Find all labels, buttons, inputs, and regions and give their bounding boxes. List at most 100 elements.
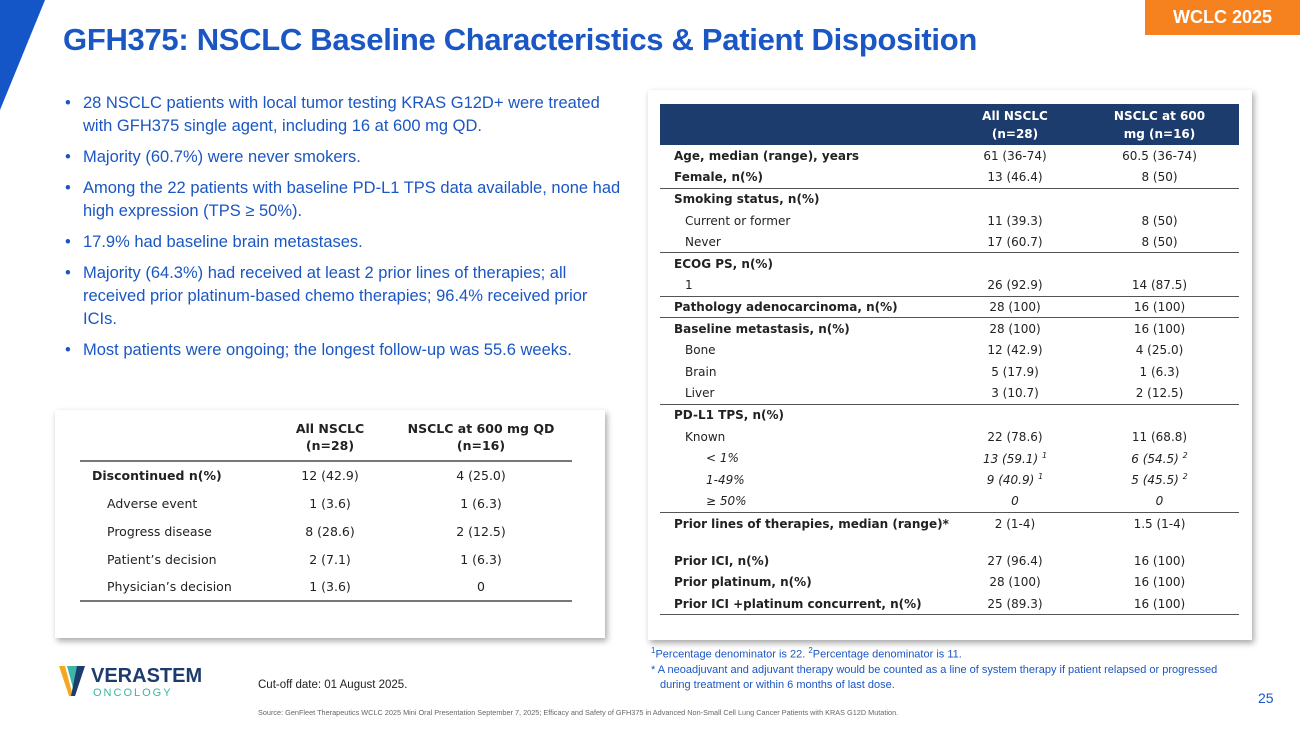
row-label: Adverse event	[107, 495, 198, 511]
accent-slash	[0, 0, 45, 110]
table-row: Baseline metastasis, n(%) 28 (100) 16 (100…	[660, 317, 1239, 340]
cell-all: 22 (78.6)	[950, 426, 1080, 448]
cell-all: 28 (100)	[950, 295, 1080, 318]
cell-value: 16 (100)	[1133, 553, 1186, 568]
table-row: Bone 12 (42.9) 4 (25.0)	[660, 339, 1239, 361]
verastem-logo: VERASTEM ONCOLOGY	[57, 660, 217, 702]
cell-all: 27 (96.4)	[950, 550, 1080, 572]
cell-600: 2 (12.5)	[456, 523, 506, 539]
cell-value: 16 (100)	[1133, 321, 1186, 336]
cell-600: 16 (100)	[1080, 593, 1239, 616]
cell-600	[1080, 252, 1239, 275]
row-label: Pathology adenocarcinoma, n(%)	[660, 295, 950, 318]
table-row: Prior ICI +platinum concurrent, n(%) 25 (…	[660, 593, 1239, 616]
cell-value: 61 (36-74)	[983, 148, 1047, 163]
table-row: Prior lines of therapies, median (range)…	[660, 511, 1239, 551]
cell-all: 28 (100)	[950, 317, 1080, 340]
row-label: Prior ICI, n(%)	[674, 553, 770, 568]
table-row: Never 17 (60.7) 8 (50)	[660, 231, 1239, 253]
cell-value: 9 (40.9)	[986, 473, 1035, 488]
superscript: 2	[1182, 450, 1188, 460]
table-row: PD-L1 TPS, n(%)	[660, 403, 1239, 426]
table-row: Brain 5 (17.9) 1 (6.3)	[660, 361, 1239, 383]
row-label: Liver	[685, 386, 715, 401]
cell-600: 16 (100)	[1080, 572, 1239, 594]
table-row: Current or former 11 (39.3) 8 (50)	[660, 210, 1239, 232]
cell-all: 0	[950, 491, 1080, 513]
superscript: 1	[1038, 472, 1044, 482]
svg-text:ONCOLOGY: ONCOLOGY	[93, 687, 173, 699]
column-header: All NSCLC (n=28)	[270, 420, 390, 462]
cell-all: 61 (36-74)	[950, 145, 1080, 167]
cutoff-date: Cut-off date: 01 August 2025.	[258, 679, 408, 691]
cell-value: 8 (50)	[1141, 213, 1178, 228]
row-label: < 1%	[706, 451, 739, 466]
cell-all: 12 (42.9)	[301, 468, 359, 483]
page-title: GFH375: NSCLC Baseline Characteristics &…	[63, 22, 977, 57]
cell-600: 4 (25.0)	[456, 468, 506, 483]
cell-all	[950, 403, 1080, 426]
row-label: Age, median (range), years	[674, 148, 860, 163]
table-row: Female, n(%) 13 (46.4) 8 (50)	[660, 167, 1239, 189]
cell-all: 1 (3.6)	[270, 573, 390, 602]
cell-600: 8 (50)	[1080, 167, 1239, 189]
cell-600	[1080, 187, 1239, 210]
column-header: NSCLC at 600 mg QD (n=16)	[390, 420, 572, 462]
cell-600: 16 (100)	[1080, 317, 1239, 340]
row-label: ECOG PS, n(%)	[660, 252, 950, 275]
cell-600: 5 (45.5) 2	[1080, 469, 1239, 491]
footnote-star: * A neoadjuvant and adjuvant therapy wou…	[651, 663, 1218, 676]
cell-value: 11 (68.8)	[1131, 429, 1188, 444]
baseline-table: All NSCLC (n=28) NSCLC at 600 mg (n=16) …	[660, 104, 1239, 616]
table-row: Discontinued n(%) 12 (42.9) 4 (25.0)	[80, 461, 572, 489]
table-row: Liver 3 (10.7) 2 (12.5)	[660, 383, 1239, 405]
cell-600: 60.5 (36-74)	[1080, 145, 1239, 167]
cell-all: 25 (89.3)	[950, 593, 1080, 616]
row-label: Discontinued n(%)	[92, 468, 222, 483]
row-label: Current or former	[685, 213, 791, 228]
table-row: Physician’s decision 1 (3.6) 0	[80, 573, 572, 602]
cell-value: 5 (17.9)	[991, 364, 1039, 379]
table-row: Smoking status, n(%)	[660, 187, 1239, 210]
cell-600: 8 (50)	[1080, 231, 1239, 253]
cell-600: 1 (6.3)	[460, 495, 502, 511]
cell-value: 28 (100)	[989, 321, 1041, 336]
footnote-star-cont: during treatment or within 6 months of l…	[660, 678, 895, 691]
table-row: Known 22 (78.6) 11 (68.8)	[660, 426, 1239, 448]
cell-all: 2 (1-4)	[950, 511, 1080, 551]
cell-600: 0	[1080, 491, 1239, 513]
table-row: Progress disease 8 (28.6) 2 (12.5)	[80, 517, 572, 545]
cell-value: 4 (25.0)	[1135, 343, 1184, 358]
cell-value: 0	[1155, 494, 1164, 509]
conference-badge: WCLC 2025	[1145, 0, 1300, 35]
table-row: Pathology adenocarcinoma, n(%) 28 (100) 16…	[660, 295, 1239, 318]
cell-value: 3 (10.7)	[991, 386, 1039, 401]
table-row: ECOG PS, n(%)	[660, 252, 1239, 275]
bullet-item: Among the 22 patients with baseline PD-L…	[63, 177, 623, 223]
row-label: Known	[685, 429, 726, 444]
cell-value: 22 (78.6)	[987, 429, 1043, 444]
column-header: All NSCLC (n=28)	[950, 104, 1080, 145]
svg-text:VERASTEM: VERASTEM	[91, 665, 202, 687]
table-row: 1 26 (92.9) 14 (87.5)	[660, 275, 1239, 297]
cell-all: 1 (3.6)	[309, 495, 351, 511]
cell-all: 11 (39.3)	[950, 210, 1080, 232]
cell-all: 2 (7.1)	[309, 551, 351, 567]
cell-all: 12 (42.9)	[950, 339, 1080, 361]
row-label: Smoking status, n(%)	[660, 187, 950, 210]
cell-all: 3 (10.7)	[950, 383, 1080, 405]
row-label: Prior lines of therapies, median (range)…	[660, 511, 950, 551]
cell-value: 27 (96.4)	[987, 553, 1043, 568]
cell-value: 2 (12.5)	[1135, 386, 1184, 401]
cell-all: 13 (46.4)	[950, 167, 1080, 189]
column-header: NSCLC at 600 mg (n=16)	[1080, 104, 1239, 145]
cell-value: 13 (59.1)	[982, 451, 1039, 466]
row-label: PD-L1 TPS, n(%)	[660, 403, 950, 426]
cell-value: 17 (60.7)	[987, 234, 1043, 249]
column-header	[660, 104, 950, 145]
cell-value: 1.5 (1-4)	[1133, 516, 1186, 531]
row-label: Prior ICI +platinum concurrent, n(%)	[660, 593, 950, 616]
cell-value: 6 (54.5)	[1131, 451, 1179, 466]
